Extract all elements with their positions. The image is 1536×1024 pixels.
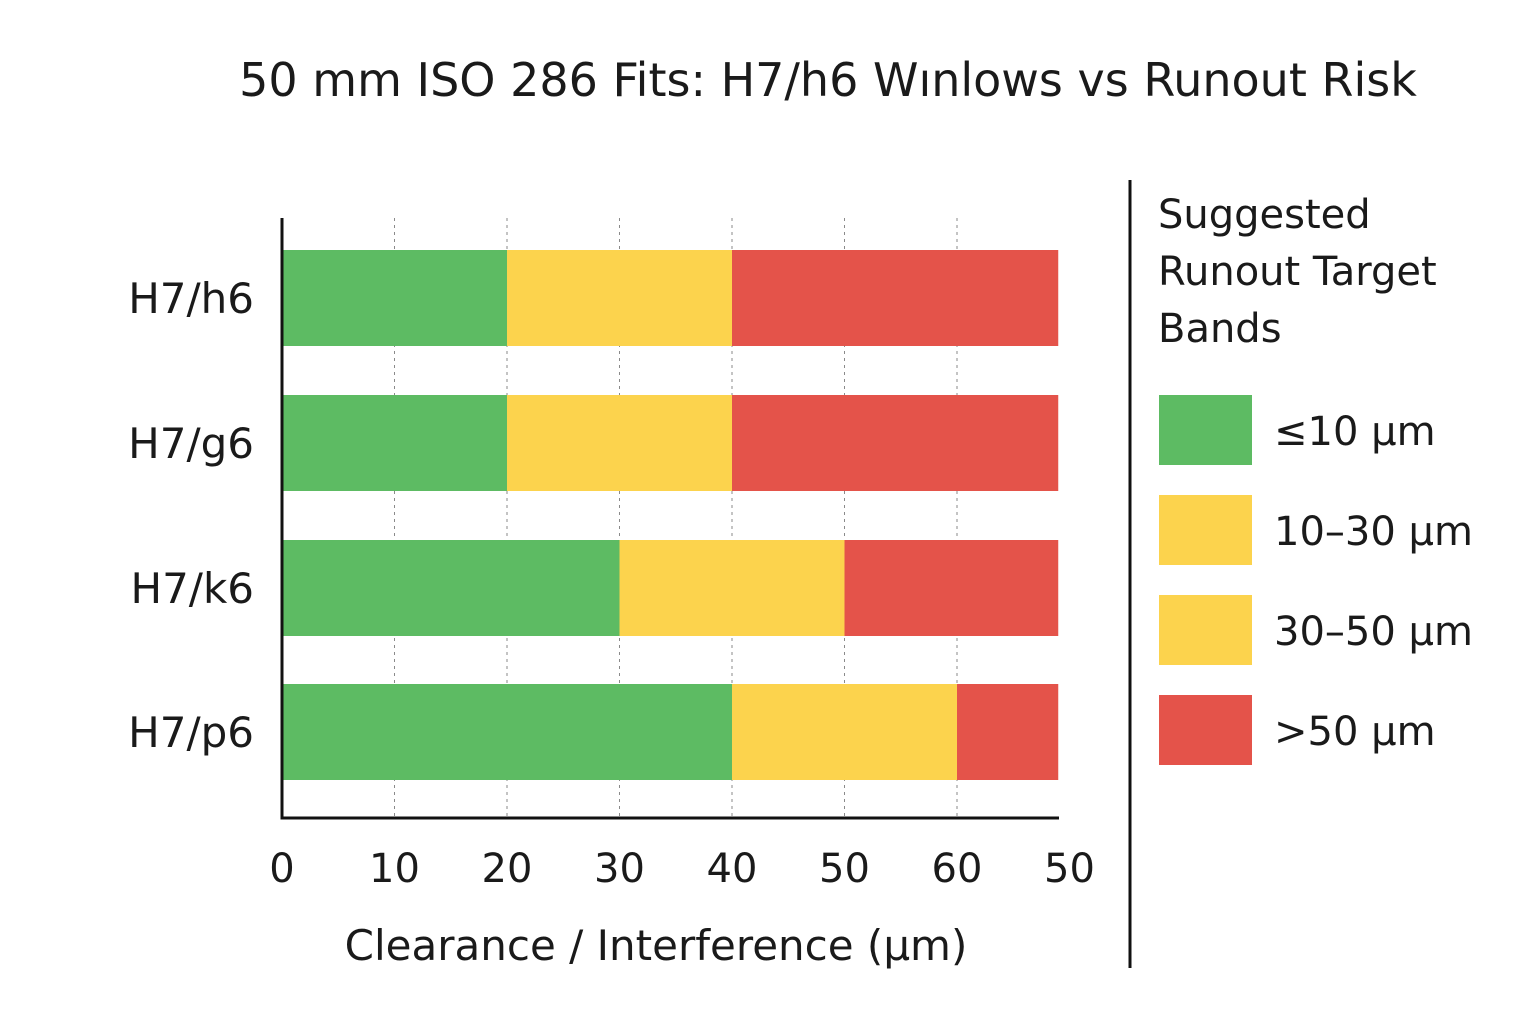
- bar-h7-p6-segment-3: [957, 684, 1059, 780]
- bar-h7-k6-segment-3: [844, 540, 1059, 636]
- legend-title-line-1: Suggested: [1158, 192, 1371, 238]
- legend-label-1: ≤10 μm: [1274, 409, 1436, 455]
- category-label-h7-h6: H7/h6: [128, 274, 254, 323]
- legend-label-2: 10–30 μm: [1274, 509, 1473, 555]
- x-tick-label-7: 50: [1044, 846, 1095, 892]
- bar-h7-k6-segment-2: [619, 540, 845, 636]
- bars: [282, 250, 1059, 780]
- bar-h7-p6-segment-2: [732, 684, 957, 780]
- legend-swatch-3: [1159, 595, 1252, 665]
- bar-h7-g6-segment-2: [507, 395, 732, 491]
- legend-swatch-4: [1159, 695, 1252, 765]
- category-label-h7-p6: H7/p6: [128, 708, 254, 757]
- category-label-h7-g6: H7/g6: [128, 419, 254, 468]
- legend: Suggested Runout Target Bands ≤10 μm 10–30 μ…: [1128, 180, 1473, 968]
- x-tick-labels: 0 10 20 30 40 50 60 50: [269, 846, 1095, 892]
- legend-swatch-1: [1159, 395, 1252, 465]
- x-tick-label-2: 20: [482, 846, 533, 892]
- legend-title-line-2: Runout Target: [1158, 249, 1437, 295]
- bar-h7-g6-segment-1: [282, 395, 507, 491]
- legend-swatch-2: [1159, 495, 1252, 565]
- bar-h7-p6-segment-1: [282, 684, 732, 780]
- x-tick-label-5: 50: [819, 846, 870, 892]
- x-tick-label-0: 0: [269, 846, 294, 892]
- x-tick-label-1: 10: [369, 846, 420, 892]
- axes: [280, 218, 1059, 820]
- category-label-h7-k6: H7/k6: [131, 564, 255, 613]
- chart-title: 50 mm ISO 286 Fits: H7/h6 Wınlows vs Run…: [239, 53, 1417, 107]
- bar-h7-g6-segment-3: [732, 395, 1059, 491]
- x-tick-label-6: 60: [932, 846, 983, 892]
- x-axis-title: Clearance / Interference (μm): [345, 921, 968, 970]
- bar-h7-k6-segment-1: [282, 540, 620, 636]
- x-tick-label-3: 30: [594, 846, 645, 892]
- x-tick-label-4: 40: [707, 846, 758, 892]
- legend-label-3: 30–50 μm: [1274, 609, 1473, 655]
- category-labels: H7/h6 H7/g6 H7/k6 H7/p6: [128, 274, 254, 757]
- legend-label-4: >50 μm: [1274, 709, 1436, 755]
- bar-h7-h6-segment-3: [732, 250, 1059, 346]
- legend-title-line-3: Bands: [1158, 306, 1282, 352]
- bar-h7-h6-segment-1: [282, 250, 507, 346]
- bar-h7-h6-segment-2: [507, 250, 732, 346]
